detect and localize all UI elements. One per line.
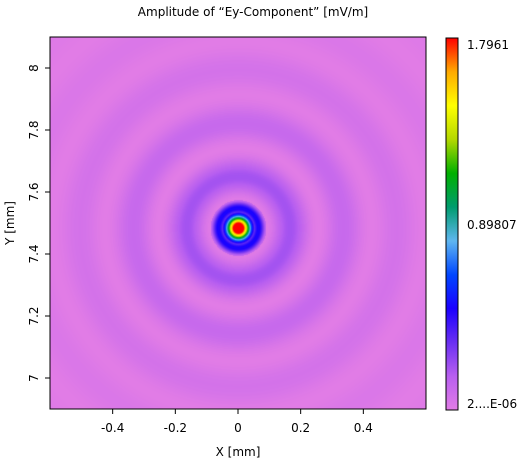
colorbar-gradient	[445, 37, 459, 411]
chart-title: Amplitude of “Ey-Component” [mV/m]	[138, 5, 368, 19]
y-tick-label: 7.4	[27, 244, 41, 263]
colorbar-max-label: 1.7961	[467, 38, 509, 52]
x-axis: -0.4 -0.2 0 0.2 0.4	[101, 409, 373, 435]
x-tick-label: 0.2	[291, 421, 310, 435]
y-tick-label: 7.8	[27, 120, 41, 139]
colorbar-mid-label: 0.89807	[467, 218, 517, 232]
colorbar: 1.7961 0.89807 2....E-06	[445, 37, 517, 411]
x-axis-label: X [mm]	[216, 445, 261, 459]
x-tick-label: -0.2	[164, 421, 187, 435]
colorbar-min-label: 2....E-06	[467, 397, 517, 411]
y-axis: 7 7.2 7.4 7.6 7.8 8	[27, 64, 50, 382]
x-tick-label: -0.4	[101, 421, 124, 435]
heatmap-plot	[50, 37, 426, 409]
y-axis-label: Y [mm]	[3, 201, 17, 246]
x-tick-label: 0.4	[354, 421, 373, 435]
y-tick-label: 7.6	[27, 182, 41, 201]
heatmap-image	[50, 37, 426, 409]
y-tick-label: 7	[27, 374, 41, 382]
y-tick-label: 8	[27, 64, 41, 72]
y-tick-label: 7.2	[27, 306, 41, 325]
x-tick-label: 0	[234, 421, 242, 435]
